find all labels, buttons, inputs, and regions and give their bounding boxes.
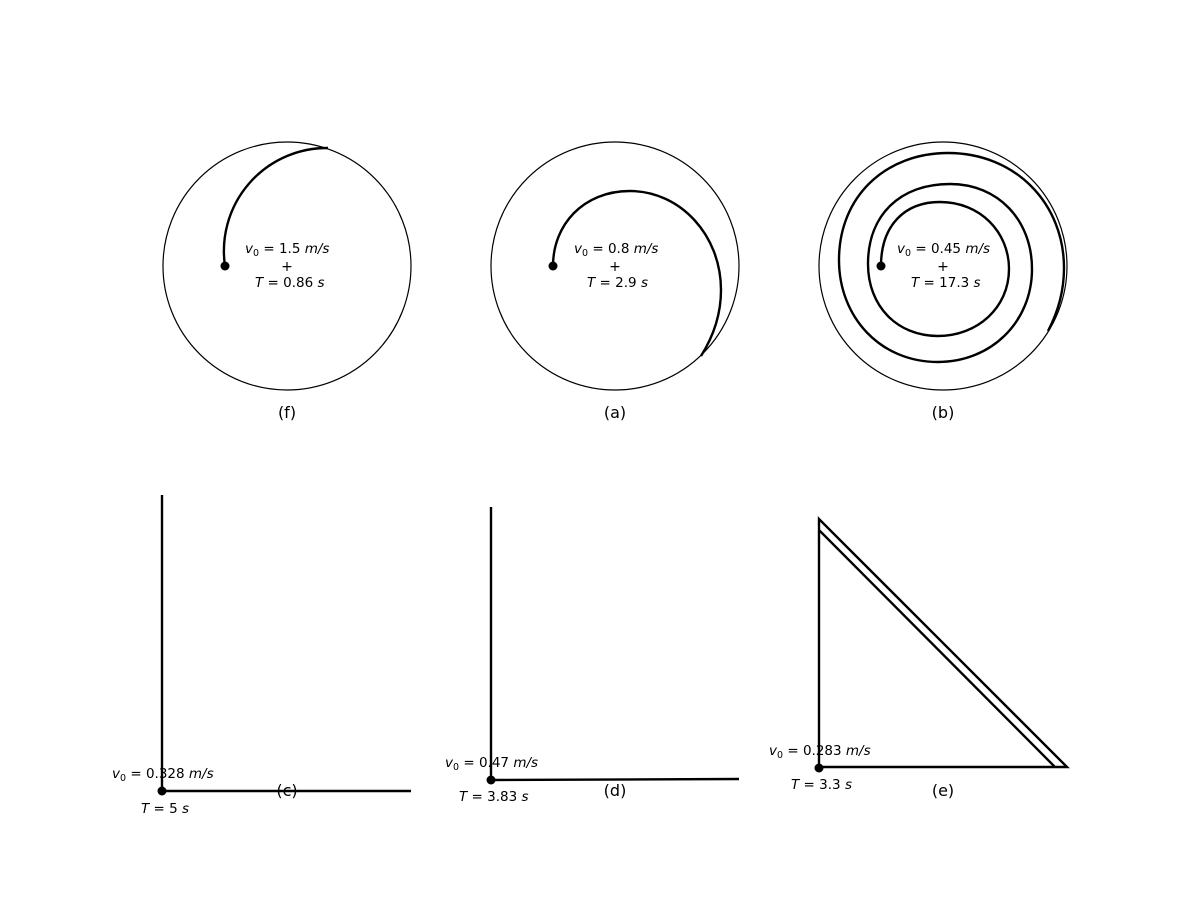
panel-c-label: (c) — [276, 781, 297, 800]
panel-c-trajectory — [160, 495, 411, 793]
panel-a-velocity-label: v0 = 0.8 m/s — [574, 241, 658, 259]
panel-b-start-point — [876, 261, 886, 271]
panel-e-start-point — [814, 763, 824, 773]
panel-c-period-label: T = 5 s — [141, 801, 189, 817]
panel-e-label: (e) — [932, 781, 954, 800]
panel-a: v0 = 0.8 m/s + T = 2.9 s (a) — [490, 141, 740, 422]
panel-b-trajectory — [837, 151, 1066, 364]
panel-f: v0 = 1.5 m/s + T = 0.86 s (f) — [162, 141, 412, 422]
panel-f-start-point — [220, 261, 230, 271]
panel-a-center-marker: + — [609, 259, 621, 275]
panel-e-trajectory — [817, 516, 1070, 769]
panel-f-trajectory — [222, 146, 329, 267]
panel-f-velocity-label: v0 = 1.5 m/s — [245, 241, 329, 259]
panel-a-label: (a) — [604, 403, 626, 422]
panel-c-velocity-label: v0 = 0.328 m/s — [112, 766, 214, 784]
panel-f-period-label: T = 0.86 s — [255, 275, 325, 291]
panel-e-velocity-label: v0 = 0.283 m/s — [769, 743, 871, 761]
panel-d: v0 = 0.47 m/s T = 3.83 s (d) — [445, 507, 740, 805]
panel-c: v0 = 0.328 m/s T = 5 s (c) — [112, 495, 411, 817]
panel-c-start-point — [157, 786, 167, 796]
panel-e: v0 = 0.283 m/s T = 3.3 s (e) — [769, 516, 1070, 800]
panel-d-period-label: T = 3.83 s — [459, 789, 529, 805]
panel-b-center-marker: + — [937, 259, 949, 275]
panel-b-velocity-label: v0 = 0.45 m/s — [897, 241, 990, 259]
panel-a-trajectory — [551, 189, 723, 357]
panel-b-boundary-circle — [818, 141, 1068, 391]
panel-d-label: (d) — [604, 781, 627, 800]
panel-a-boundary-circle — [490, 141, 740, 391]
panel-d-start-point — [486, 775, 496, 785]
panel-b-period-label: T = 17.3 s — [911, 275, 981, 291]
panel-a-period-label: T = 2.9 s — [587, 275, 648, 291]
panel-b: v0 = 0.45 m/s + T = 17.3 s (b) — [818, 141, 1068, 422]
panel-f-center-marker: + — [281, 259, 293, 275]
panel-b-label: (b) — [932, 403, 955, 422]
panel-d-trajectory — [489, 507, 740, 782]
panel-e-period-label: T = 3.3 s — [791, 777, 852, 793]
panel-a-start-point — [548, 261, 558, 271]
panel-d-velocity-label: v0 = 0.47 m/s — [445, 755, 538, 773]
panel-f-boundary-circle — [162, 141, 412, 391]
panel-f-label: (f) — [278, 403, 296, 422]
